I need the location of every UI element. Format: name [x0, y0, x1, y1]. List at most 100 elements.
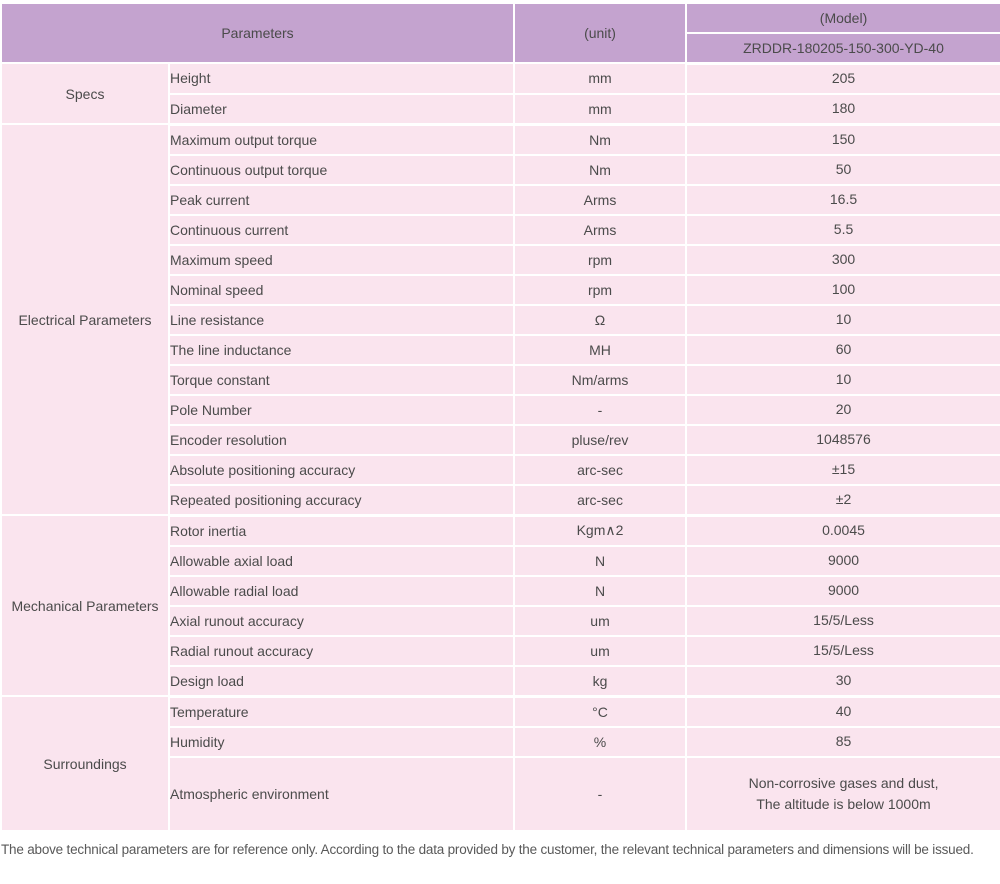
parameter-label-cell: Humidity — [167, 725, 516, 758]
value-cell: 15/5/Less — [685, 604, 1000, 637]
parameters-table: Parameters (unit) (Model) ZRDDR-180205-1… — [0, 2, 1000, 833]
table-row: Allowable axial load N 9000 — [1, 544, 1000, 577]
group-cell: Electrical Parameters — [0, 123, 170, 516]
group-cell: Specs — [0, 62, 170, 125]
table-row: Torque constant Nm/arms 10 — [1, 363, 1000, 396]
parameter-label-cell: Nominal speed — [167, 273, 516, 306]
header-model-code: ZRDDR-180205-150-300-YD-40 — [685, 31, 1000, 65]
unit-cell: um — [513, 634, 688, 667]
table-row: Humidity% 85 — [1, 725, 1000, 758]
unit-cell: Ω — [513, 303, 688, 336]
table-row: Atmospheric environment - Non-corrosive ga… — [1, 755, 1000, 833]
value-cell: 1048576 — [685, 423, 1000, 456]
unit-cell: mm — [513, 62, 688, 95]
unit-cell: Arms — [513, 183, 688, 216]
value-cell: Non-corrosive gases and dust, The altitu… — [685, 755, 1000, 833]
value-cell: 30 — [685, 664, 1000, 698]
table-row: Specs Height mm 205 — [0, 62, 1000, 125]
parameter-label-cell: Absolute positioning accuracy — [167, 453, 516, 486]
table-row: Line resistance Ω 10 — [1, 303, 1000, 336]
header-unit: (unit) — [513, 2, 688, 64]
header-model: (Model) — [685, 2, 1000, 34]
value-cell: 150 — [685, 123, 1000, 156]
value-cell: 20 — [685, 393, 1000, 426]
value-cell: 40 — [685, 695, 1000, 728]
parameter-label-cell: Atmospheric environment — [167, 755, 516, 833]
unit-cell: °C — [513, 695, 688, 728]
value-cell: 300 — [685, 243, 1000, 276]
unit-cell: mm — [513, 92, 688, 126]
table-row: Electrical Parameters Maximum output torq… — [0, 123, 1000, 516]
unit-cell: N — [513, 544, 688, 577]
value-cell: 60 — [685, 333, 1000, 366]
table-row: Pole Number -20 — [1, 393, 1000, 426]
table-row: Continuous current Arms 5.5 — [1, 213, 1000, 246]
unit-cell: kg — [513, 664, 688, 698]
parameter-label-cell: Pole Number — [167, 393, 516, 426]
table-row: Surroundings Temperature °C 40 — [0, 695, 1000, 832]
value-cell: 180 — [685, 92, 1000, 126]
value-cell: 9000 — [685, 544, 1000, 577]
table-row: Diameter mm 180 — [1, 92, 1000, 126]
parameter-label-cell: Rotor inertia — [167, 514, 516, 547]
unit-cell: - — [513, 393, 688, 426]
table-header: Parameters (unit) (Model) ZRDDR-180205-1… — [0, 2, 1000, 65]
parameter-label-cell: Continuous current — [167, 213, 516, 246]
unit-cell: Nm/arms — [513, 363, 688, 396]
group-cell: Surroundings — [0, 695, 170, 832]
table-row: Maximum speed rpm 300 — [1, 243, 1000, 276]
unit-cell: um — [513, 604, 688, 637]
value-cell: 15/5/Less — [685, 634, 1000, 667]
parameter-label-cell: Allowable axial load — [167, 544, 516, 577]
table-row: Radial runout accuracy um 15/5/Less — [1, 634, 1000, 667]
parameter-label-cell: Maximum output torque — [167, 123, 516, 156]
unit-cell: N — [513, 574, 688, 607]
table-row: Continuous output torque Nm 50 — [1, 153, 1000, 186]
unit-cell: arc-sec — [513, 483, 688, 517]
parameter-label-cell: Repeated positioning accuracy — [167, 483, 516, 517]
unit-cell: Arms — [513, 213, 688, 246]
parameter-label-cell: The line inductance — [167, 333, 516, 366]
table-row: Repeated positioning accuracy arc-sec ±2 — [1, 483, 1000, 517]
value-cell: 10 — [685, 363, 1000, 396]
parameter-label-cell: Maximum speed — [167, 243, 516, 276]
value-cell: 0.0045 — [685, 514, 1000, 547]
parameter-label-cell: Allowable radial load — [167, 574, 516, 607]
parameter-label-cell: Design load — [167, 664, 516, 698]
value-cell: ±15 — [685, 453, 1000, 486]
unit-cell: - — [513, 755, 688, 833]
parameter-label-cell: Encoder resolution — [167, 423, 516, 456]
unit-cell: MH — [513, 333, 688, 366]
parameter-label-cell: Temperature — [167, 695, 516, 728]
unit-cell: Kgm∧2 — [513, 514, 688, 547]
parameter-label-cell: Line resistance — [167, 303, 516, 336]
footer-note: The above technical parameters are for r… — [1, 841, 974, 857]
group-cell: Mechanical Parameters — [0, 514, 170, 697]
value-cell: 10 — [685, 303, 1000, 336]
table-row: Axial runout accuracy um 15/5/Less — [1, 604, 1000, 637]
unit-cell: Nm — [513, 153, 688, 186]
value-cell: ±2 — [685, 483, 1000, 517]
value-cell: 85 — [685, 725, 1000, 758]
table-row: The line inductance MH 60 — [1, 333, 1000, 366]
unit-cell: arc-sec — [513, 453, 688, 486]
parameter-label-cell: Height — [167, 62, 516, 95]
parameter-label-cell: Continuous output torque — [167, 153, 516, 186]
parameter-label-cell: Torque constant — [167, 363, 516, 396]
unit-cell: rpm — [513, 273, 688, 306]
header-parameters: Parameters — [0, 2, 516, 64]
table-row: Absolute positioning accuracy arc-sec ±15 — [1, 453, 1000, 486]
unit-cell: pluse/rev — [513, 423, 688, 456]
unit-cell: rpm — [513, 243, 688, 276]
unit-cell: Nm — [513, 123, 688, 156]
value-cell: 100 — [685, 273, 1000, 306]
value-cell: 5.5 — [685, 213, 1000, 246]
table-row: Design load kg 30 — [1, 664, 1000, 698]
parameter-label-cell: Radial runout accuracy — [167, 634, 516, 667]
value-cell: 9000 — [685, 574, 1000, 607]
parameter-label-cell: Diameter — [167, 92, 516, 126]
table-row: Mechanical Parameters Rotor inertia Kgm∧2 0… — [0, 514, 1000, 697]
value-cell: 205 — [685, 62, 1000, 95]
table-body: Specs Height mm 205 Diameter mm 180 Electrical … — [0, 62, 1000, 833]
parameter-label-cell: Peak current — [167, 183, 516, 216]
